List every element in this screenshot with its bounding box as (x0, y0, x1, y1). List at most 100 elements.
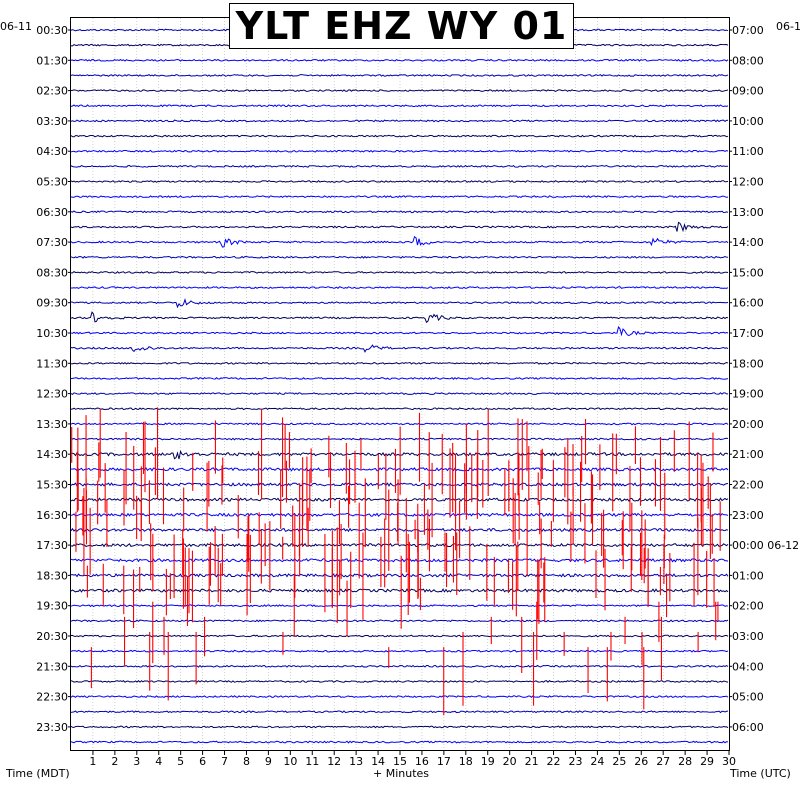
trace-line (70, 558, 729, 563)
trace-line (70, 450, 729, 460)
right-time-label: 05:00 (732, 691, 764, 704)
x-tick-label: 28 (678, 755, 692, 768)
left-date-label: 06-11 (0, 20, 32, 33)
trace-line (70, 497, 729, 503)
trace-line (70, 325, 729, 337)
trace-line (70, 588, 729, 593)
x-tick-label: 1 (89, 755, 96, 768)
x-tick-label: 4 (155, 755, 162, 768)
trace-line (70, 235, 729, 248)
trace-line (70, 604, 729, 608)
x-tick-label: 19 (481, 755, 495, 768)
trace-line (70, 467, 729, 472)
trace-line (70, 164, 729, 168)
trace-line (70, 270, 729, 274)
seismic-traces (70, 28, 729, 744)
x-tick-label: 10 (283, 755, 297, 768)
trace-line (70, 710, 729, 714)
right-time-label: 13:00 (732, 206, 764, 219)
trace-line (70, 298, 729, 309)
trace-line (70, 407, 729, 411)
right-time-label: 08:00 (732, 54, 764, 67)
right-time-label: 22:00 (732, 479, 764, 492)
x-tick-label: 2 (111, 755, 118, 768)
x-tick-label: 9 (265, 755, 272, 768)
x-tick-label: 6 (199, 755, 206, 768)
right-time-label: 02:00 (732, 600, 764, 613)
left-time-label: 23:30 (36, 721, 68, 734)
left-time-label: 14:30 (36, 448, 68, 461)
left-time-label: 21:30 (36, 660, 68, 673)
trace-line (70, 619, 729, 623)
x-tick-label: 17 (437, 755, 451, 768)
right-time-label: 01:00 (732, 569, 764, 582)
trace-line (70, 482, 729, 487)
trace-line (70, 73, 729, 77)
left-time-label: 02:30 (36, 85, 68, 98)
trace-line (70, 134, 729, 138)
right-time-label: 17:00 (732, 327, 764, 340)
right-time-label: 18:00 (732, 357, 764, 370)
chart-title-box: YLT EHZ WY 01 (229, 3, 574, 49)
trace-line (70, 361, 729, 365)
trace-line (70, 89, 729, 93)
right-time-label: 16:00 (732, 297, 764, 310)
right-time-label: 14:00 (732, 236, 764, 249)
x-tick-label: 13 (349, 755, 363, 768)
x-tick-label: 3 (133, 755, 140, 768)
trace-line (70, 725, 729, 729)
right-time-label: 20:00 (732, 418, 764, 431)
trace-line (70, 634, 729, 638)
trace-line (70, 344, 729, 353)
trace-line (70, 695, 729, 698)
right-time-label: 10:00 (732, 115, 764, 128)
left-time-label: 19:30 (36, 600, 68, 613)
trace-line (70, 542, 729, 548)
x-tick-label: 30 (722, 755, 736, 768)
left-axis-title: Time (MDT) (6, 767, 70, 780)
axis-ticks (68, 29, 732, 755)
x-tick-label: 15 (393, 755, 407, 768)
right-time-label: 07:00 (732, 24, 764, 37)
left-time-label: 17:30 (36, 539, 68, 552)
plot-grid (92, 18, 708, 750)
right-time-label: 11:00 (732, 145, 764, 158)
right-time-label: 06:00 (732, 721, 764, 734)
left-time-label: 10:30 (36, 327, 68, 340)
right-time-label: 03:00 (732, 630, 764, 643)
trace-line (70, 664, 729, 668)
right-axis-title: Time (UTC) (730, 767, 791, 780)
right-time-label: 09:00 (732, 85, 764, 98)
trace-line (70, 376, 729, 380)
x-tick-label: 24 (590, 755, 604, 768)
trace-line (70, 180, 729, 183)
trace-line (70, 286, 729, 289)
trace-line (70, 58, 729, 62)
x-tick-label: 14 (371, 755, 385, 768)
x-tick-label: 27 (656, 755, 670, 768)
right-time-label: 00:00 06-12 (732, 539, 799, 552)
trace-line (70, 149, 729, 153)
trace-line (70, 104, 729, 108)
left-time-label: 18:30 (36, 569, 68, 582)
right-time-label: 23:00 (732, 509, 764, 522)
left-time-label: 05:30 (36, 176, 68, 189)
left-time-label: 01:30 (36, 54, 68, 67)
right-time-label: 15:00 (732, 266, 764, 279)
x-tick-label: 29 (700, 755, 714, 768)
x-tick-label: 7 (221, 755, 228, 768)
trace-line (70, 649, 729, 653)
right-time-label: 12:00 (732, 176, 764, 189)
left-time-label: 03:30 (36, 115, 68, 128)
x-tick-label: 20 (503, 755, 517, 768)
x-tick-label: 21 (525, 755, 539, 768)
x-tick-label: 12 (327, 755, 341, 768)
right-time-label: 21:00 (732, 448, 764, 461)
x-tick-label: 25 (612, 755, 626, 768)
left-time-label: 11:30 (36, 357, 68, 370)
left-time-label: 07:30 (36, 236, 68, 249)
x-tick-label: 11 (305, 755, 319, 768)
x-axis-title: + Minutes (373, 767, 430, 780)
trace-line (70, 195, 729, 199)
trace-line (70, 119, 729, 123)
